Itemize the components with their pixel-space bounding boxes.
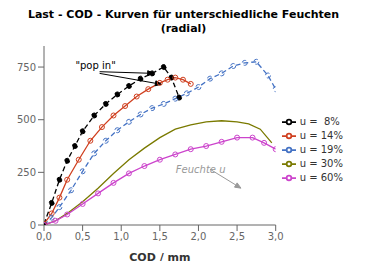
html-text:u = 14%: u = 14%: [299, 129, 343, 141]
svg-text:COD / mm: COD / mm: [129, 251, 190, 261]
svg-text:250: 250: [17, 167, 36, 178]
svg-text:3,0: 3,0: [268, 231, 284, 242]
svg-text:"pop in": "pop in": [75, 60, 115, 71]
svg-text:Feuchte u: Feuchte u: [176, 164, 226, 175]
svg-text:1,5: 1,5: [152, 231, 168, 242]
html-text:Last - COD - Kurven für unters: Last - COD - Kurven für unterschiedliche…: [27, 8, 340, 35]
svg-text:1,0: 1,0: [113, 231, 129, 242]
html-text:u = 19%: u = 19%: [299, 143, 343, 155]
html-text:u = 60%: u = 60%: [299, 171, 343, 183]
svg-text:0,0: 0,0: [36, 231, 52, 242]
svg-text:0,5: 0,5: [75, 231, 91, 242]
svg-text:750: 750: [17, 62, 36, 73]
svg-text:2,0: 2,0: [191, 231, 207, 242]
svg-text:2,5: 2,5: [229, 231, 245, 242]
svg-text:500: 500: [17, 114, 36, 125]
html-text:u = 8%: u = 8%: [299, 115, 340, 127]
html-text:u = 30%: u = 30%: [299, 157, 343, 169]
svg-text:0: 0: [30, 220, 36, 231]
